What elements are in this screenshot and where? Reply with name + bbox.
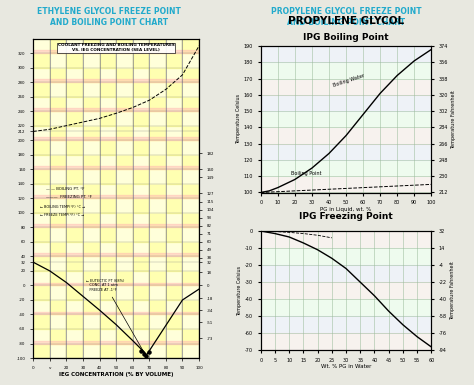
Bar bbox=[261, 316, 431, 333]
Text: ———  FREEZING PT. °F: ——— FREEZING PT. °F bbox=[46, 195, 92, 199]
Text: PROPYLENE GLYCOL FREEZE POINT
AND BOILING POINT CHART: PROPYLENE GLYCOL FREEZE POINT AND BOILIN… bbox=[271, 7, 421, 27]
Bar bbox=[33, 137, 199, 140]
Point bbox=[142, 353, 150, 359]
Bar bbox=[33, 283, 199, 285]
Bar bbox=[33, 79, 199, 82]
X-axis label: PG in Liquid, wt. %: PG in Liquid, wt. % bbox=[320, 206, 372, 211]
Bar bbox=[261, 248, 431, 265]
Text: Boiling Water: Boiling Water bbox=[332, 73, 365, 88]
Bar bbox=[261, 111, 431, 127]
Text: ← BOILING TEMP(°F) °C →: ← BOILING TEMP(°F) °C → bbox=[40, 205, 85, 209]
Bar bbox=[33, 224, 199, 227]
Bar bbox=[261, 127, 431, 144]
Text: — — BOILING PT. °F: — — BOILING PT. °F bbox=[46, 187, 85, 191]
Text: ← FREEZE TEMP(°F) °C →: ← FREEZE TEMP(°F) °C → bbox=[40, 213, 84, 217]
X-axis label: IEG CONCENTRATION (% BY VOLUME): IEG CONCENTRATION (% BY VOLUME) bbox=[59, 372, 173, 377]
Bar bbox=[261, 282, 431, 299]
Point bbox=[137, 348, 145, 354]
Text: ETHYLENE GLYCOL FREEZE POINT
AND BOILING POINT CHART: ETHYLENE GLYCOL FREEZE POINT AND BOILING… bbox=[37, 7, 181, 27]
Y-axis label: Temperature Celsius: Temperature Celsius bbox=[237, 266, 242, 316]
Y-axis label: Temperature Fahrenheit: Temperature Fahrenheit bbox=[451, 90, 456, 149]
Bar bbox=[261, 299, 431, 316]
Bar bbox=[33, 195, 199, 198]
Bar bbox=[261, 333, 431, 350]
Text: IPG Boiling Point: IPG Boiling Point bbox=[303, 33, 389, 42]
Point bbox=[146, 349, 153, 355]
Bar bbox=[33, 166, 199, 169]
Bar bbox=[261, 46, 431, 62]
Bar bbox=[33, 341, 199, 343]
X-axis label: Wt. % PG in Water: Wt. % PG in Water bbox=[321, 364, 371, 369]
Bar bbox=[33, 50, 199, 53]
Point bbox=[140, 351, 148, 357]
Text: Boiling Point: Boiling Point bbox=[292, 171, 322, 176]
Bar bbox=[261, 265, 431, 282]
Text: COOLANT FREEZING AND BOILING TEMPERATURES
VS. IEG CONCENTRATION (SEA LEVEL): COOLANT FREEZING AND BOILING TEMPERATURE… bbox=[58, 43, 174, 52]
Bar bbox=[261, 79, 431, 95]
Bar bbox=[261, 176, 431, 192]
Bar bbox=[261, 160, 431, 176]
Bar bbox=[33, 311, 199, 315]
Y-axis label: Temperature Celsius: Temperature Celsius bbox=[236, 94, 241, 144]
Text: PROPYLENE GLYCOL: PROPYLENE GLYCOL bbox=[288, 16, 404, 26]
Text: ← EUTECTIC PT (68%)
   CONC. AT 1 atm
   FREEZE AT -1°F: ← EUTECTIC PT (68%) CONC. AT 1 atm FREEZ… bbox=[86, 279, 144, 353]
Bar bbox=[261, 231, 431, 248]
Bar bbox=[261, 62, 431, 79]
Bar bbox=[33, 108, 199, 111]
Bar bbox=[261, 144, 431, 160]
Text: IPG Freezing Point: IPG Freezing Point bbox=[299, 213, 393, 221]
Y-axis label: Temperature Fahrenheit: Temperature Fahrenheit bbox=[450, 261, 455, 320]
Bar bbox=[261, 95, 431, 111]
Bar bbox=[33, 253, 199, 256]
